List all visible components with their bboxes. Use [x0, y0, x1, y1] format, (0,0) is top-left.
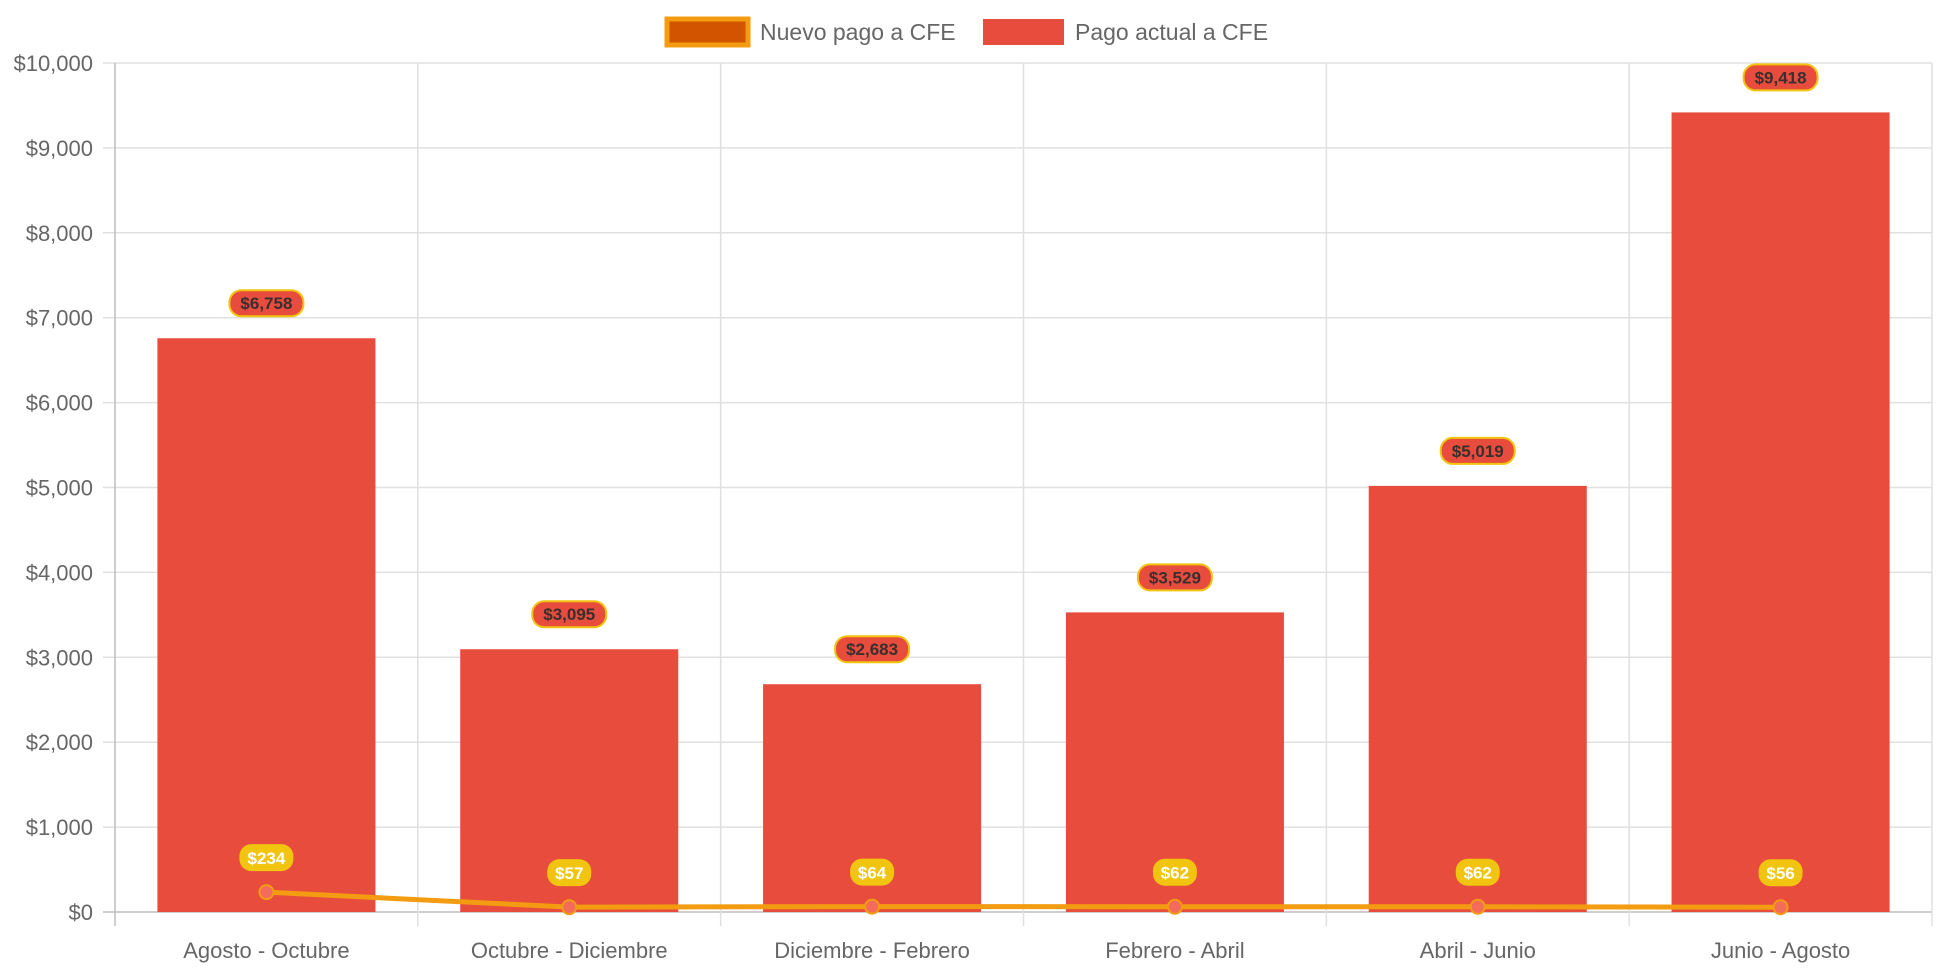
line-label-badge: [1758, 859, 1803, 887]
bar-value-label: $2,683: [846, 640, 898, 659]
line-point: [561, 899, 578, 916]
bar-value-label: $9,418: [1755, 68, 1807, 87]
line-label-badge: [547, 859, 592, 887]
y-tick-label: $0: [69, 900, 93, 925]
line-nuevo-pago: [266, 889, 1781, 910]
x-tick-label: Diciembre - Febrero: [774, 938, 970, 963]
x-tick-label: Octubre - Diciembre: [471, 938, 668, 963]
y-tick-label: $1,000: [26, 815, 93, 840]
legend-label-nuevo-pago: Nuevo pago a CFE: [760, 19, 956, 45]
legend-swatch-nuevo-pago: [664, 16, 751, 48]
bar-value-label: $5,019: [1452, 442, 1504, 461]
bar-pago-actual: [157, 338, 376, 912]
legend-swatch-pago-actual: [983, 19, 1064, 45]
legend: Nuevo pago a CFE Pago actual a CFE: [664, 16, 1268, 48]
legend-item-nuevo-pago[interactable]: Nuevo pago a CFE: [664, 16, 956, 48]
x-tick-label: Febrero - Abril: [1105, 938, 1244, 963]
bar-value-label: $6,758: [240, 294, 292, 313]
y-tick-label: $10,000: [13, 51, 93, 76]
bar-label-badge: [531, 600, 608, 629]
bar-label-badge: [1439, 436, 1516, 465]
line-value-label: $62: [1161, 864, 1189, 883]
y-tick-label: $4,000: [26, 560, 93, 585]
line-label-badge: [239, 844, 294, 872]
bar-value-label: $3,529: [1149, 568, 1201, 587]
y-tick-label: $8,000: [26, 221, 93, 246]
x-tick-label: Abril - Junio: [1420, 938, 1536, 963]
line-value-label: $57: [555, 864, 583, 883]
legend-item-pago-actual[interactable]: Pago actual a CFE: [983, 19, 1268, 45]
bar-label-badge: [834, 635, 911, 664]
axes: $0 $1,000 $2,000 $3,000 $4,000 $5,000 $6,000 $7…: [13, 51, 1850, 963]
legend-label-pago-actual: Pago actual a CFE: [1075, 19, 1268, 45]
x-tick-label: Junio - Agosto: [1711, 938, 1850, 963]
bar-value-label: $3,095: [543, 605, 595, 624]
y-tick-label: $3,000: [26, 645, 93, 670]
line-point: [258, 884, 275, 901]
bar-label-badge: [228, 289, 305, 318]
line-point: [1166, 898, 1183, 915]
grid: [103, 62, 1933, 926]
line-point: [1772, 899, 1789, 916]
line-series: [258, 884, 1789, 916]
bar-pago-actual: [1671, 112, 1890, 912]
y-tick-label: $5,000: [26, 476, 93, 501]
line-label-badge: [1455, 858, 1500, 886]
y-tick-label: $9,000: [26, 136, 93, 161]
bar-label-badge: [1742, 63, 1819, 92]
line-point: [1469, 898, 1486, 915]
line-point: [864, 898, 881, 915]
y-tick-label: $2,000: [26, 730, 93, 755]
line-label-badge: [850, 858, 895, 886]
line-value-label: $62: [1464, 864, 1492, 883]
line-value-label: $56: [1766, 864, 1794, 883]
data-labels: $6,758 $3,095 $2,683 $3,529 $5,019 $9,418 $234…: [228, 63, 1819, 887]
line-value-label: $234: [248, 849, 286, 868]
bar-pago-actual: [1368, 485, 1587, 912]
y-tick-label: $7,000: [26, 306, 93, 331]
x-tick-label: Agosto - Octubre: [183, 938, 349, 963]
line-value-label: $64: [858, 864, 887, 883]
bar-label-badge: [1136, 563, 1213, 592]
y-tick-label: $6,000: [26, 391, 93, 416]
line-label-badge: [1152, 858, 1197, 886]
